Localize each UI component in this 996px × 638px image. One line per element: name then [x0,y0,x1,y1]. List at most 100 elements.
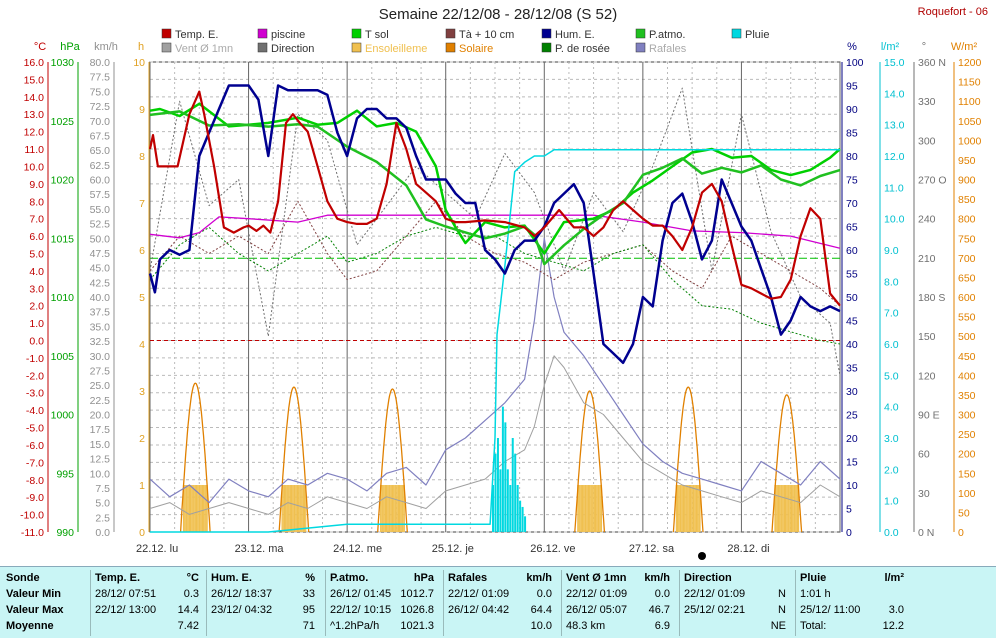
wind-tick-label: 75.0 [90,86,111,98]
table-header-label: Rafales [448,572,488,584]
wind-tick-label: 15.0 [90,439,111,451]
table-cell-value: 14.4 [177,604,199,616]
hum-tick-label: 5 [846,504,852,516]
temp-tick-label: -1.0 [26,353,44,365]
piscine-series-line [149,214,841,249]
table-row: 22/12/ 01:09 0.0 [444,586,558,602]
solar-tick-label: 1100 [958,96,981,108]
solar-curve [574,390,606,533]
table-row: 26/12/ 01:45 1012.7 [326,586,440,602]
x-tick-label: 27.12. sa [629,543,675,555]
table-row-label-max: Valeur Max [6,604,64,616]
table-cell-when: 26/12/ 01:45 [330,588,392,600]
solar-tick-label: 700 [958,253,976,265]
temp-tick-label: 13.0 [24,109,45,121]
solar-tick-label: 650 [958,272,976,284]
wind-tick-label: 27.5 [90,365,111,377]
table-cell-when: 22/12/ 10:15 [330,604,392,616]
solar-tick-label: 950 [958,155,976,167]
hum-tick-label: 45 [846,316,858,328]
solar-tick-label: 1000 [958,135,982,147]
dir-tick-label: 150 [918,331,936,343]
press-tick-label: 1025 [51,116,75,128]
table-cell-value: NE [770,620,786,632]
legend-swatch [731,28,742,39]
temp-tick-label: 9.0 [29,179,44,191]
legend-label: P. de rosée [555,43,610,55]
legend-swatch [351,42,362,53]
wind-tick-label: 10.0 [90,468,111,480]
wind-tick-label: 45.0 [90,263,111,275]
hum-tick-label: 55 [846,269,858,281]
table-row: 26/12/ 04:42 64.4 [444,602,558,618]
table-header-label: P.atmo. [330,572,369,584]
table-cell-value: 12.2 [882,620,904,632]
legend-swatch [635,42,646,53]
temp-tick-label: 6.0 [29,231,44,243]
table-cell-when: Total: [800,620,827,632]
table-cell-value: 64.4 [530,604,552,616]
rain-tick-label: 2.0 [884,464,899,476]
table-cell-value: 10.0 [530,620,552,632]
sun-tick-label: 5 [139,292,145,304]
table-col-sonde: Sonde Valeur Min Valeur Max Moyenne [6,570,88,636]
hum-tick-label: 35 [846,363,858,375]
legend-swatch [445,42,456,53]
sun-tick-label: 4 [139,339,145,351]
legend-label: Direction [271,43,314,55]
table-row: 25/12/ 11:00 3.0 [796,602,910,618]
rain-tick-label: 4.0 [884,402,899,414]
legend-label: Vent Ø 1mn [175,43,233,55]
wind-tick-label: 22.5 [90,395,111,407]
solar-curve [377,388,408,533]
table-cell-value: N [778,604,786,616]
wind-tick-label: 72.5 [90,101,111,113]
table-row: 22/12/ 13:00 14.4 [91,602,205,618]
x-tick-label: 28.12. di [727,543,769,555]
hum-tick-label: 0 [846,527,852,539]
table-row-label-min: Valeur Min [6,588,62,600]
wind-tick-label: 67.5 [90,130,111,142]
table-row: 26/12/ 18:37 33 [207,586,321,602]
table-row: Total: 12.2 [796,618,910,634]
temp-tick-label: 12.0 [24,127,45,139]
table-header-temp: Temp. E. °C [91,570,205,586]
legend-label: Pluie [745,29,769,41]
table-cell-value: 1021.3 [400,620,434,632]
hum-tick-label: 75 [846,175,858,187]
temp-tick-label: -8.0 [26,475,44,487]
press-tick-label: 1010 [51,292,75,304]
temp-tick-label: -4.0 [26,405,44,417]
wind-tick-label: 65.0 [90,145,111,157]
wind-tick-label: 55.0 [90,204,111,216]
sun-tick-label: 0 [139,527,145,539]
temp-tick-label: 14.0 [24,92,45,104]
dir-tick-label: 30 [918,488,930,500]
table-header-unit: km/h [526,572,552,584]
table-cell-value: N [778,588,786,600]
dir-tick-label: 120 [918,370,936,382]
temp-series-line [148,90,841,307]
hum-tick-label: 30 [846,386,858,398]
hum-tick-label: 20 [846,433,858,445]
solar-tick-label: 300 [958,410,976,422]
hum-tick-label: 95 [846,81,858,93]
solar-tick-label: 100 [958,488,976,500]
table-cell-when: 26/12/ 18:37 [211,588,273,600]
weather-chart: 16.015.014.013.012.011.010.09.08.07.06.0… [20,28,982,560]
ta10-series-line [149,200,841,307]
wind-tick-label: 5.0 [95,498,110,510]
table-row: 28/12/ 07:51 0.3 [91,586,205,602]
solar-tick-label: 350 [958,390,976,402]
table-header-direction: Direction [680,570,792,586]
hum-series-line [148,84,841,365]
legend-label: P.atmo. [649,29,686,41]
table-cell-value: 7.42 [177,620,199,632]
legend-swatch [541,28,552,39]
wind-tick-label: 70.0 [90,116,111,128]
wind-tick-label: 12.5 [90,454,111,466]
table-header-unit: l/m² [884,572,904,584]
table-row: 26/12/ 05:07 46.7 [562,602,676,618]
temp-tick-label: -3.0 [26,388,44,400]
legend-swatch [445,28,456,39]
